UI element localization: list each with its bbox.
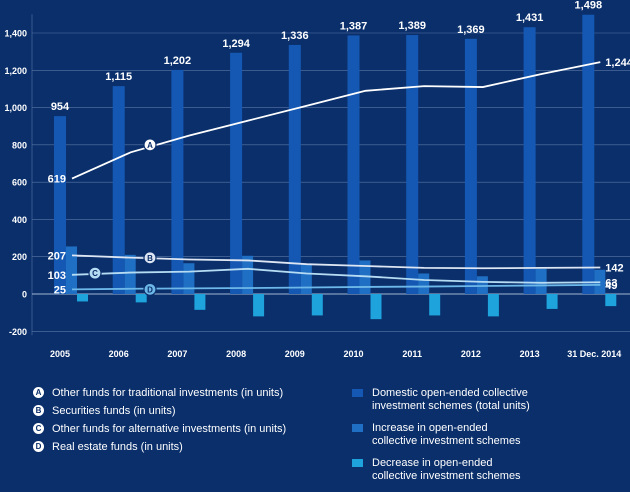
- bar-increase: [124, 254, 136, 294]
- line-start-label: 619: [48, 174, 66, 186]
- y-tick-label: 800: [12, 140, 27, 150]
- bar-total: [464, 38, 477, 295]
- bar-increase: [359, 260, 371, 294]
- x-tick-label: 2010: [343, 349, 363, 359]
- legend-label-increase-1: Increase in open-ended: [372, 422, 488, 434]
- x-tick-label: 31 Dec. 2014: [567, 349, 621, 359]
- bar-total: [582, 14, 595, 294]
- x-tick-label: 2013: [520, 349, 540, 359]
- y-tick-label: 1,400: [4, 29, 27, 39]
- line-badge-letter: D: [147, 285, 153, 294]
- bar-total: [347, 35, 360, 294]
- x-tick-label: 2012: [461, 349, 481, 359]
- y-tick-label: 1,000: [4, 103, 27, 113]
- x-tick-label: 2008: [226, 349, 246, 359]
- bar-decrease: [429, 294, 441, 316]
- line-badge-letter: A: [147, 141, 153, 150]
- bar-increase: [535, 268, 547, 294]
- bar-increase: [300, 264, 312, 294]
- y-tick-label: 400: [12, 215, 27, 225]
- bar-value-label: 1,115: [105, 71, 132, 83]
- line-start-label: 103: [48, 270, 66, 282]
- bar-total: [288, 44, 301, 294]
- legend-label-b: Securities funds (in units): [52, 405, 176, 417]
- line-badge-c-icon: [88, 266, 102, 280]
- line-badge-d-icon: [143, 282, 157, 296]
- y-tick-label: -200: [9, 327, 27, 337]
- bar-decrease: [253, 294, 265, 317]
- bar-total: [230, 52, 243, 294]
- y-tick-label: 1,200: [4, 66, 27, 76]
- badge-d-icon: D: [33, 441, 44, 452]
- legend-label-a: Other funds for traditional investments …: [52, 387, 284, 399]
- bar-total: [112, 86, 125, 294]
- y-tick-label: 0: [22, 290, 27, 300]
- swatch-domestic-icon: [352, 389, 363, 397]
- line-end-label: 142: [605, 263, 623, 275]
- line-end-label: 49: [605, 280, 617, 292]
- legend-label-c: Other funds for alternative investments …: [52, 423, 287, 435]
- x-tick-label: 2005: [50, 349, 70, 359]
- bar-value-label: 1,336: [281, 30, 309, 42]
- line-start-label: 207: [48, 250, 66, 262]
- y-tick-label: 600: [12, 178, 27, 188]
- bar-value-label: 1,389: [398, 20, 426, 32]
- bar-decrease: [77, 294, 88, 302]
- line-badge-a-icon: [143, 138, 157, 152]
- badge-c-icon: C: [33, 423, 44, 434]
- legend-label-decrease-2: collective investment schemes: [372, 470, 521, 482]
- bar-value-label: 1,498: [575, 0, 603, 12]
- x-tick-label: 2011: [402, 349, 422, 359]
- swatch-increase-icon: [352, 424, 363, 432]
- badge-b-icon: B: [33, 405, 44, 416]
- swatch-decrease-icon: [352, 459, 363, 467]
- legend-label-increase-2: collective investment schemes: [372, 435, 521, 447]
- bar-value-label: 1,431: [516, 12, 544, 24]
- bar-decrease: [605, 294, 617, 307]
- legend-label-decrease-1: Decrease in open-ended: [372, 457, 493, 469]
- line-b: [71, 254, 601, 270]
- bar-value-label: 954: [51, 101, 70, 113]
- bar-increase: [66, 246, 77, 294]
- badge-a-icon: A: [33, 387, 44, 398]
- line-a: [71, 61, 601, 180]
- bar-increase: [183, 263, 195, 294]
- bar-decrease: [135, 294, 147, 303]
- bar-decrease: [546, 294, 558, 309]
- x-tick-label: 2009: [285, 349, 305, 359]
- bar-value-label: 1,294: [222, 38, 250, 50]
- line-end-label: 1,244: [605, 57, 630, 69]
- bar-decrease: [311, 294, 323, 316]
- bar-decrease: [194, 294, 206, 310]
- bar-total: [171, 69, 184, 294]
- bar-decrease: [370, 294, 382, 320]
- bar-value-label: 1,202: [164, 55, 192, 67]
- line-start-label: 25: [54, 284, 66, 296]
- chart-area: -200 0 200 400 600 800 1,000 1,200 1,400 954 1,115…: [4, 0, 630, 359]
- bar-total: [406, 35, 419, 294]
- legend-label-domestic-1: Domestic open-ended collective: [372, 387, 528, 399]
- bar-total: [523, 27, 536, 295]
- legend-label-domestic-2: investment schemes (total units): [372, 400, 530, 412]
- line-badge-b-icon: [143, 251, 157, 265]
- bar-increase: [242, 255, 254, 294]
- y-tick-label: 200: [12, 252, 27, 262]
- legend-label-d: Real estate funds (in units): [52, 441, 183, 453]
- x-tick-label: 2007: [167, 349, 187, 359]
- bar-total: [54, 116, 66, 294]
- bar-value-label: 1,369: [457, 24, 485, 36]
- x-tick-label: 2006: [109, 349, 129, 359]
- line-badge-letter: C: [92, 269, 98, 278]
- bar-decrease: [487, 294, 499, 317]
- line-d: [71, 283, 601, 291]
- line-c: [71, 267, 601, 284]
- bar-value-label: 1,387: [340, 20, 368, 32]
- line-badge-letter: B: [147, 254, 153, 263]
- bar-increase: [418, 273, 430, 294]
- line-end-label: 63: [605, 277, 617, 289]
